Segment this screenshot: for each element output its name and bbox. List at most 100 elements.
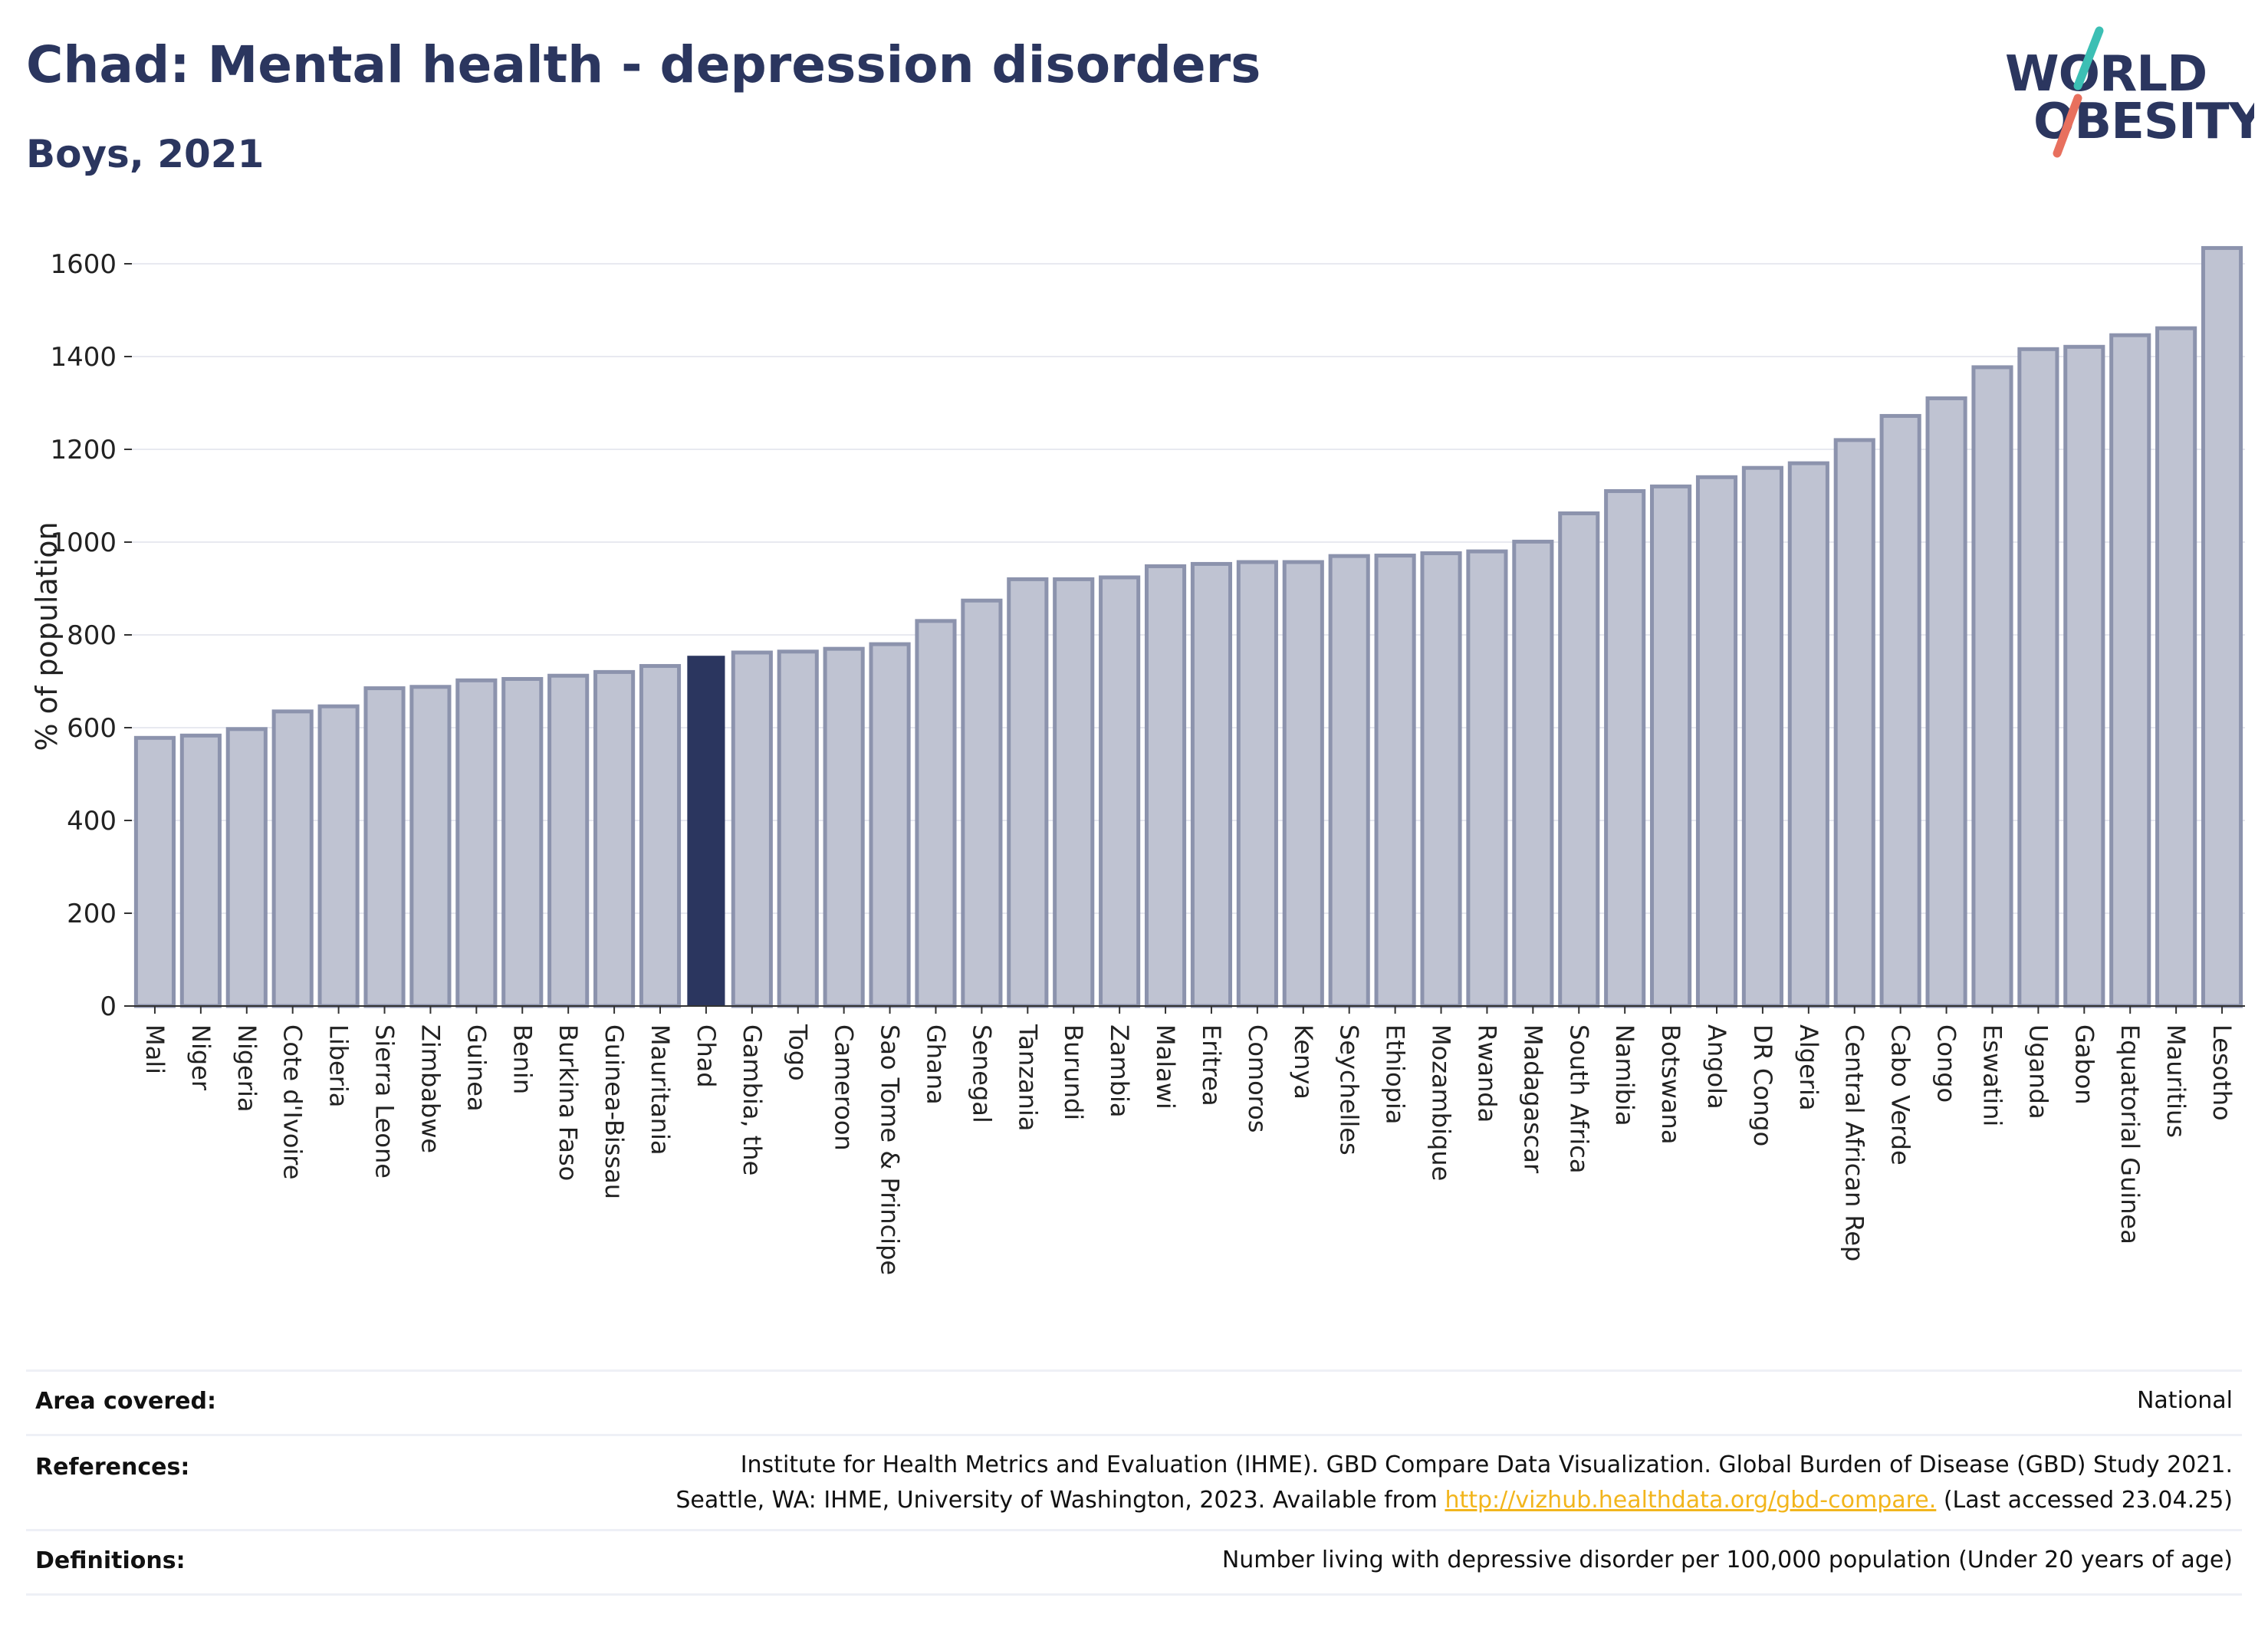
x-tick-label: Burkina Faso bbox=[554, 1024, 583, 1181]
x-tick-label: Liberia bbox=[324, 1024, 353, 1107]
y-tick-label: 600 bbox=[67, 713, 117, 744]
x-tick-label: Gambia, the bbox=[738, 1024, 767, 1175]
bar-benin bbox=[501, 676, 544, 1008]
y-axis-label: % of population bbox=[30, 521, 64, 751]
bar-zambia bbox=[1099, 575, 1141, 1008]
x-axis-ticks: Mali Niger Nigeria Cote d'Ivoire Liberia Sier… bbox=[140, 1006, 2237, 1275]
x-tick-label: Central African Rep bbox=[1840, 1024, 1869, 1261]
x-tick-label: Eritrea bbox=[1197, 1024, 1226, 1106]
references-line2: Seattle, WA: IHME, University of Washing… bbox=[675, 1483, 2233, 1518]
bar-togo bbox=[777, 649, 819, 1008]
x-tick-label: Lesotho bbox=[2207, 1024, 2237, 1121]
area-covered-value: National bbox=[2136, 1387, 2233, 1414]
bars bbox=[133, 245, 2243, 1008]
definitions-value: Number living with depressive disorder p… bbox=[1221, 1547, 2233, 1573]
x-tick-label: Namibia bbox=[1610, 1024, 1639, 1126]
x-tick-label: Togo bbox=[784, 1024, 813, 1081]
bar-eswatini bbox=[1971, 365, 2013, 1008]
x-tick-label: Equatorial Guinea bbox=[2115, 1024, 2145, 1244]
x-tick-label: Chad bbox=[692, 1024, 721, 1088]
x-tick-label: Burundi bbox=[1059, 1024, 1088, 1120]
footer-divider bbox=[26, 1434, 2242, 1436]
logo-slash-teal bbox=[2073, 26, 2104, 90]
definitions-label: Definitions: bbox=[35, 1547, 186, 1574]
x-tick-label: Nigeria bbox=[232, 1024, 261, 1112]
bar-namibia bbox=[1604, 488, 1646, 1008]
x-tick-label: Mauritania bbox=[646, 1024, 675, 1155]
references-line2-pre: Seattle, WA: IHME, University of Washing… bbox=[675, 1487, 1445, 1514]
bar-mali bbox=[133, 735, 176, 1008]
bar-gambia-the bbox=[731, 650, 773, 1008]
bar-ghana bbox=[915, 619, 957, 1008]
x-tick-label: Benin bbox=[508, 1024, 537, 1094]
bar-gabon bbox=[2063, 344, 2105, 1008]
x-tick-label: Sao Tome & Principe bbox=[876, 1024, 905, 1275]
x-tick-label: Mali bbox=[140, 1024, 169, 1074]
footer-divider bbox=[26, 1593, 2242, 1596]
x-tick-label: Rwanda bbox=[1472, 1024, 1501, 1123]
references-value: Institute for Health Metrics and Evaluat… bbox=[675, 1448, 2233, 1518]
world-obesity-logo: WORLD OBESITY bbox=[1994, 23, 2265, 169]
bar-mauritania bbox=[639, 664, 682, 1008]
footer-area-row: Area covered: National bbox=[26, 1369, 2242, 1434]
bar-congo bbox=[1925, 396, 1967, 1008]
y-tick-label: 1200 bbox=[50, 435, 117, 465]
x-tick-label: Angola bbox=[1702, 1024, 1731, 1110]
x-tick-label: DR Congo bbox=[1748, 1024, 1777, 1146]
world-obesity-logo-icon: WORLD OBESITY bbox=[2005, 26, 2265, 158]
references-link[interactable]: http://vizhub.healthdata.org/gbd-compare… bbox=[1445, 1487, 1937, 1514]
bar-liberia bbox=[317, 704, 360, 1008]
y-tick-label: 1000 bbox=[50, 528, 117, 558]
x-tick-label: Senegal bbox=[967, 1024, 996, 1123]
references-line2-post: (Last accessed 23.04.25) bbox=[1936, 1487, 2233, 1514]
x-tick-label: Ethiopia bbox=[1381, 1024, 1410, 1124]
x-tick-label: Uganda bbox=[2023, 1024, 2053, 1119]
bar-algeria bbox=[1787, 461, 1829, 1008]
bar-kenya bbox=[1282, 560, 1324, 1008]
x-tick-label: Guinea bbox=[462, 1024, 491, 1112]
x-tick-label: Kenya bbox=[1289, 1024, 1318, 1100]
footer-divider bbox=[26, 1369, 2242, 1372]
x-tick-label: South Africa bbox=[1564, 1024, 1593, 1173]
bar-angola bbox=[1695, 475, 1738, 1008]
x-tick-label: Comoros bbox=[1243, 1024, 1272, 1133]
x-tick-label: Tanzania bbox=[1013, 1024, 1042, 1131]
x-tick-label: Seychelles bbox=[1335, 1024, 1364, 1156]
bar-burkina-faso bbox=[547, 673, 590, 1008]
x-tick-label: Botswana bbox=[1656, 1024, 1685, 1144]
x-tick-label: Malawi bbox=[1151, 1024, 1180, 1110]
bar-cote-d-ivoire bbox=[271, 709, 314, 1008]
bar-lesotho bbox=[2201, 245, 2243, 1008]
bar-eritrea bbox=[1190, 561, 1233, 1008]
bar-mozambique bbox=[1420, 551, 1462, 1008]
y-tick-label: 0 bbox=[100, 991, 117, 1022]
x-tick-label: Gabon bbox=[2069, 1024, 2099, 1105]
bar-tanzania bbox=[1007, 577, 1049, 1008]
y-tick-label: 1400 bbox=[50, 342, 117, 373]
footer-definitions-row: Definitions: Number living with depressi… bbox=[26, 1529, 2242, 1593]
chart-subtitle: Boys, 2021 bbox=[26, 132, 265, 176]
x-tick-label: Zambia bbox=[1105, 1024, 1134, 1118]
footer-references-row: References: Institute for Health Metrics… bbox=[26, 1434, 2242, 1529]
x-tick-label: Cameroon bbox=[830, 1024, 859, 1151]
x-tick-label: Congo bbox=[1932, 1024, 1961, 1103]
bar-comoros bbox=[1236, 560, 1278, 1008]
bar-seychelles bbox=[1328, 554, 1370, 1008]
y-tick-label: 400 bbox=[67, 806, 117, 837]
bar-central-african-rep bbox=[1833, 438, 1875, 1008]
bar-chart: 0 200 400 600 800 1000 1200 1400 1600 Mali Niger N… bbox=[30, 245, 2245, 1275]
bar-equatorial-guinea bbox=[2109, 333, 2151, 1008]
area-covered-label: Area covered: bbox=[35, 1388, 216, 1415]
references-label: References: bbox=[35, 1454, 190, 1481]
bar-malawi bbox=[1144, 564, 1187, 1008]
x-tick-label: Eswatini bbox=[1977, 1024, 2007, 1126]
bar-south-africa bbox=[1558, 511, 1600, 1008]
x-tick-label: Niger bbox=[186, 1024, 215, 1091]
bar-senegal bbox=[961, 598, 1003, 1008]
x-tick-label: Cabo Verde bbox=[1886, 1024, 1915, 1165]
x-tick-label: Madagascar bbox=[1518, 1024, 1547, 1174]
bar-mauritius bbox=[2155, 326, 2197, 1008]
bar-guinea bbox=[455, 678, 498, 1008]
bar-chad bbox=[687, 656, 725, 1006]
logo-line1: WORLD bbox=[2005, 46, 2207, 103]
